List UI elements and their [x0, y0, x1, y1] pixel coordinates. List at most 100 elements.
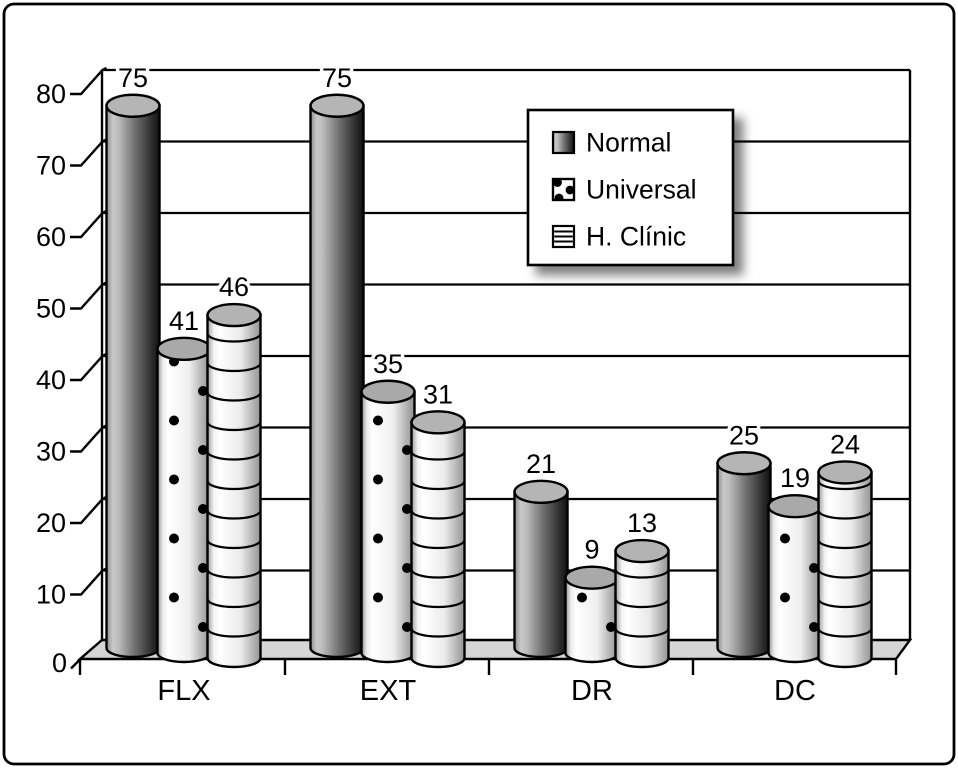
band-line [206, 510, 262, 520]
y-tick-40 [70, 352, 108, 382]
bar-normal-DC: 25 [716, 417, 772, 659]
y-axis-ticks: 0 10 20 30 40 50 60 70 80 [36, 66, 108, 678]
legend-item-universal: Universal [551, 175, 696, 205]
dot [169, 474, 179, 485]
bar-universal-DR: 9 [564, 531, 620, 664]
y-tick-0 [70, 654, 85, 670]
dot [402, 622, 412, 632]
bar-hclnic-EXT: 31 [410, 376, 466, 669]
bar-normal-DR: 21 [513, 445, 569, 659]
cylinder-body [105, 104, 161, 659]
bar-universal-FLX: 41 [156, 302, 212, 664]
band-line [410, 480, 466, 491]
band-line [410, 539, 466, 550]
dot [373, 474, 383, 485]
cylinder-top [156, 336, 212, 362]
value-label: 24 [830, 429, 860, 459]
dot [198, 386, 208, 396]
value-label: 41 [169, 306, 199, 336]
dot [169, 592, 179, 603]
dot [606, 622, 616, 632]
cylinder-body [817, 471, 873, 669]
cylinder-body [206, 313, 262, 669]
bar-hclnic-FLX: 46 [206, 269, 262, 669]
cylinder-body [309, 104, 365, 659]
category-label-FLX: FLX [157, 675, 210, 707]
dot [373, 592, 383, 603]
dot [169, 533, 179, 544]
value-label: 75 [322, 63, 352, 93]
value-label: 13 [627, 508, 657, 538]
bar-group-DC: 25 19 24 [716, 417, 873, 669]
gridlines [102, 68, 910, 572]
band-line [817, 628, 873, 638]
bar-group-DR: 21 9 13 [513, 445, 670, 669]
y-tick-label-60: 60 [36, 222, 66, 252]
band-line [817, 510, 873, 520]
legend-item-hclnic: H. Clínic [551, 222, 686, 252]
value-label: 21 [526, 449, 556, 479]
dot [198, 622, 208, 632]
cylinder-body [716, 462, 772, 659]
band-line [206, 480, 262, 491]
legend-item-normal: Normal [551, 128, 671, 158]
cylinder-body [564, 576, 620, 664]
cylinder-top [513, 479, 569, 505]
dot [577, 592, 587, 603]
value-label: 31 [423, 379, 453, 409]
cylinder-body [614, 549, 670, 669]
dot [198, 445, 208, 455]
dot [565, 185, 574, 195]
y-tick-label-10: 10 [36, 580, 66, 610]
band-line [206, 392, 262, 402]
band-line [410, 569, 466, 579]
band-line [817, 569, 873, 579]
cylinder-top [564, 565, 620, 590]
y-tick-label-0: 0 [52, 648, 67, 678]
bar-hclnic-DR: 13 [614, 505, 670, 669]
band-line [206, 598, 262, 609]
dot [373, 415, 383, 426]
dot [780, 592, 790, 603]
bands-pattern [614, 569, 670, 638]
band-line [817, 539, 873, 550]
y-tick-30 [70, 424, 108, 453]
y-tick-label-70: 70 [36, 151, 66, 181]
value-label: 25 [729, 420, 759, 450]
cylinder-top [360, 379, 416, 404]
value-label: 35 [373, 349, 403, 379]
dot [402, 504, 412, 514]
value-label: 19 [780, 463, 810, 493]
band-line [614, 598, 670, 609]
legend: Normal Universal H. Clínic [526, 108, 735, 267]
band-line [206, 628, 262, 638]
band-line [206, 569, 262, 579]
dot [554, 193, 564, 200]
cylinder-top [309, 93, 365, 118]
cylinder-top [817, 460, 873, 485]
bar-group-FLX: 75 41 46 [105, 59, 262, 669]
value-label: 75 [118, 63, 148, 93]
band-line [206, 451, 262, 461]
band-line [410, 451, 466, 461]
bar-group-EXT: 75 35 31 [309, 59, 466, 669]
category-label-DC: DC [774, 675, 816, 707]
cylinder-body [767, 504, 823, 664]
cylinder-body [513, 490, 569, 659]
band-line [410, 628, 466, 638]
y-tick-label-20: 20 [36, 508, 66, 538]
cylinder-top [767, 493, 823, 519]
legend-swatch-gradient [551, 130, 576, 155]
y-tick-label-40: 40 [36, 365, 66, 395]
dot [402, 563, 412, 573]
bar-universal-DC: 19 [767, 460, 823, 664]
dot [169, 415, 179, 426]
dot [198, 504, 208, 514]
x-axis: FLX EXT DR DC [78, 660, 898, 707]
cylinder-top [105, 93, 161, 118]
y-tick-label-30: 30 [36, 437, 66, 467]
dots-pattern [373, 415, 412, 632]
